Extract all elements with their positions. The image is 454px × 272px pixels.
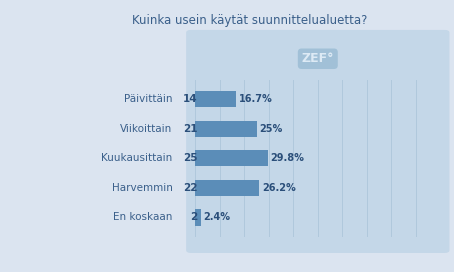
Text: ZEF°: ZEF° bbox=[301, 52, 334, 65]
FancyBboxPatch shape bbox=[186, 30, 449, 253]
Text: 29.8%: 29.8% bbox=[271, 153, 305, 163]
Text: En koskaan: En koskaan bbox=[113, 212, 173, 222]
Text: 25%: 25% bbox=[259, 124, 282, 134]
Bar bbox=[195, 91, 236, 107]
Bar bbox=[195, 150, 268, 166]
Bar bbox=[195, 120, 257, 137]
Text: 16.7%: 16.7% bbox=[239, 94, 272, 104]
Text: 21: 21 bbox=[183, 124, 197, 134]
Text: 14: 14 bbox=[183, 94, 197, 104]
Text: 25: 25 bbox=[183, 153, 197, 163]
Text: Viikoittain: Viikoittain bbox=[120, 124, 173, 134]
Bar bbox=[195, 180, 259, 196]
Text: 2: 2 bbox=[190, 212, 197, 222]
Text: Harvemmin: Harvemmin bbox=[112, 183, 173, 193]
Bar bbox=[195, 209, 201, 225]
Text: 26.2%: 26.2% bbox=[262, 183, 296, 193]
Text: 22: 22 bbox=[183, 183, 197, 193]
Text: Kuinka usein käytät suunnittelualuetta?: Kuinka usein käytät suunnittelualuetta? bbox=[132, 14, 367, 27]
Text: Päivittäin: Päivittäin bbox=[124, 94, 173, 104]
Text: Kuukausittain: Kuukausittain bbox=[101, 153, 173, 163]
Text: 2.4%: 2.4% bbox=[203, 212, 231, 222]
